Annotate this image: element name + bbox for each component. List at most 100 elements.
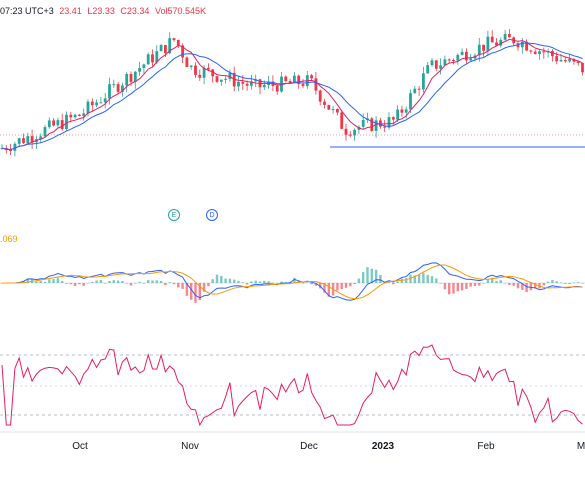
- legend-low-value: L23.33: [87, 6, 115, 16]
- histogram-bar: [241, 282, 244, 283]
- histogram-bar: [353, 283, 356, 285]
- histogram-bar: [125, 283, 128, 284]
- candle-body: [456, 54, 460, 61]
- histogram-bar: [258, 281, 262, 283]
- histogram-bar: [198, 283, 201, 301]
- candle-body: [301, 84, 305, 87]
- candle-body: [168, 38, 172, 54]
- histogram-bar: [69, 283, 72, 285]
- candlestick-series: [0, 29, 584, 157]
- histogram-bar: [267, 281, 270, 283]
- candle-body: [284, 76, 288, 81]
- histogram-bar: [129, 283, 133, 286]
- candle-body: [73, 114, 77, 118]
- candle-body: [142, 64, 146, 69]
- candle-body: [224, 78, 227, 80]
- legend-close-value: C23.34: [120, 6, 150, 16]
- candle-body: [340, 112, 344, 129]
- histogram-bar: [271, 282, 275, 284]
- histogram-bar: [396, 281, 399, 283]
- histogram-bar: [417, 274, 421, 283]
- histogram-bar: [344, 283, 348, 288]
- histogram-bar: [112, 280, 115, 283]
- candle-body: [198, 74, 202, 78]
- candle-body: [452, 60, 455, 62]
- candle-body: [409, 93, 412, 110]
- candle-body: [228, 72, 232, 79]
- candle-body: [396, 109, 399, 120]
- histogram-bar: [362, 272, 365, 283]
- candle-body: [60, 120, 64, 130]
- histogram-bar: [551, 279, 554, 283]
- histogram-bar: [233, 279, 236, 283]
- histogram-bar: [306, 282, 309, 283]
- x-axis-label-oct: Oct: [72, 441, 88, 452]
- histogram-bar: [448, 283, 451, 295]
- histogram-bar: [39, 281, 42, 283]
- candle-body: [275, 85, 279, 92]
- histogram-bar: [379, 274, 382, 283]
- histogram-bar: [392, 283, 395, 285]
- candle-body: [69, 114, 73, 118]
- histogram-bar: [310, 283, 313, 285]
- histogram-bar: [568, 283, 571, 284]
- histogram-bar: [177, 283, 180, 288]
- candle-body: [17, 138, 21, 144]
- histogram-bar: [491, 277, 494, 283]
- candle-body: [370, 118, 374, 131]
- histogram-bar: [91, 281, 94, 283]
- candle-body: [129, 74, 133, 82]
- candle-body: [374, 120, 378, 131]
- candle-body: [430, 60, 434, 66]
- histogram-bar: [546, 281, 550, 283]
- macd-line: [2, 262, 583, 301]
- histogram-bar: [293, 277, 296, 283]
- candle-body: [490, 36, 494, 43]
- moving-average-fast-line: [1, 38, 583, 151]
- histogram-bar: [220, 275, 223, 283]
- histogram-bar: [301, 283, 305, 284]
- histogram-bar: [168, 282, 171, 283]
- histogram-bar: [370, 268, 373, 283]
- candle-body: [116, 84, 120, 92]
- x-axis-label-nov: Nov: [181, 441, 199, 452]
- histogram-bar: [185, 283, 189, 296]
- candle-body: [9, 150, 12, 152]
- candle-body: [90, 101, 94, 106]
- histogram-bar: [336, 283, 339, 291]
- histogram-bar: [172, 283, 176, 285]
- candle-body: [146, 54, 150, 65]
- histogram-bar: [430, 276, 434, 283]
- candle-body: [576, 61, 580, 64]
- candle-body: [159, 45, 163, 52]
- candle-body: [155, 51, 159, 63]
- histogram-bar: [465, 283, 468, 289]
- candle-body: [185, 57, 189, 67]
- candle-body: [82, 113, 86, 117]
- dividends-event-icon[interactable]: D: [206, 209, 218, 221]
- histogram-bar: [138, 281, 141, 283]
- macd-histogram: [0, 267, 584, 303]
- candle-body: [417, 88, 421, 90]
- histogram-bar: [56, 277, 60, 283]
- histogram-bar: [486, 278, 490, 283]
- candle-body: [426, 65, 430, 74]
- legend-volume-value: Vol570.545K: [154, 6, 206, 16]
- candle-body: [391, 117, 395, 120]
- candle-body: [211, 69, 215, 77]
- candle-body: [422, 73, 425, 90]
- candle-body: [13, 143, 17, 151]
- candle-body: [516, 43, 520, 48]
- candle-body: [499, 39, 503, 46]
- x-axis-label-2023: 2023: [371, 441, 395, 452]
- candle-body: [293, 75, 296, 83]
- candle-body: [486, 36, 490, 51]
- candle-body: [443, 59, 447, 66]
- histogram-bar: [73, 283, 77, 286]
- candle-body: [555, 56, 559, 62]
- earnings-event-icon[interactable]: E: [168, 209, 180, 221]
- histogram-bar: [245, 283, 249, 285]
- candle-body: [387, 117, 391, 128]
- histogram-bar: [478, 283, 481, 286]
